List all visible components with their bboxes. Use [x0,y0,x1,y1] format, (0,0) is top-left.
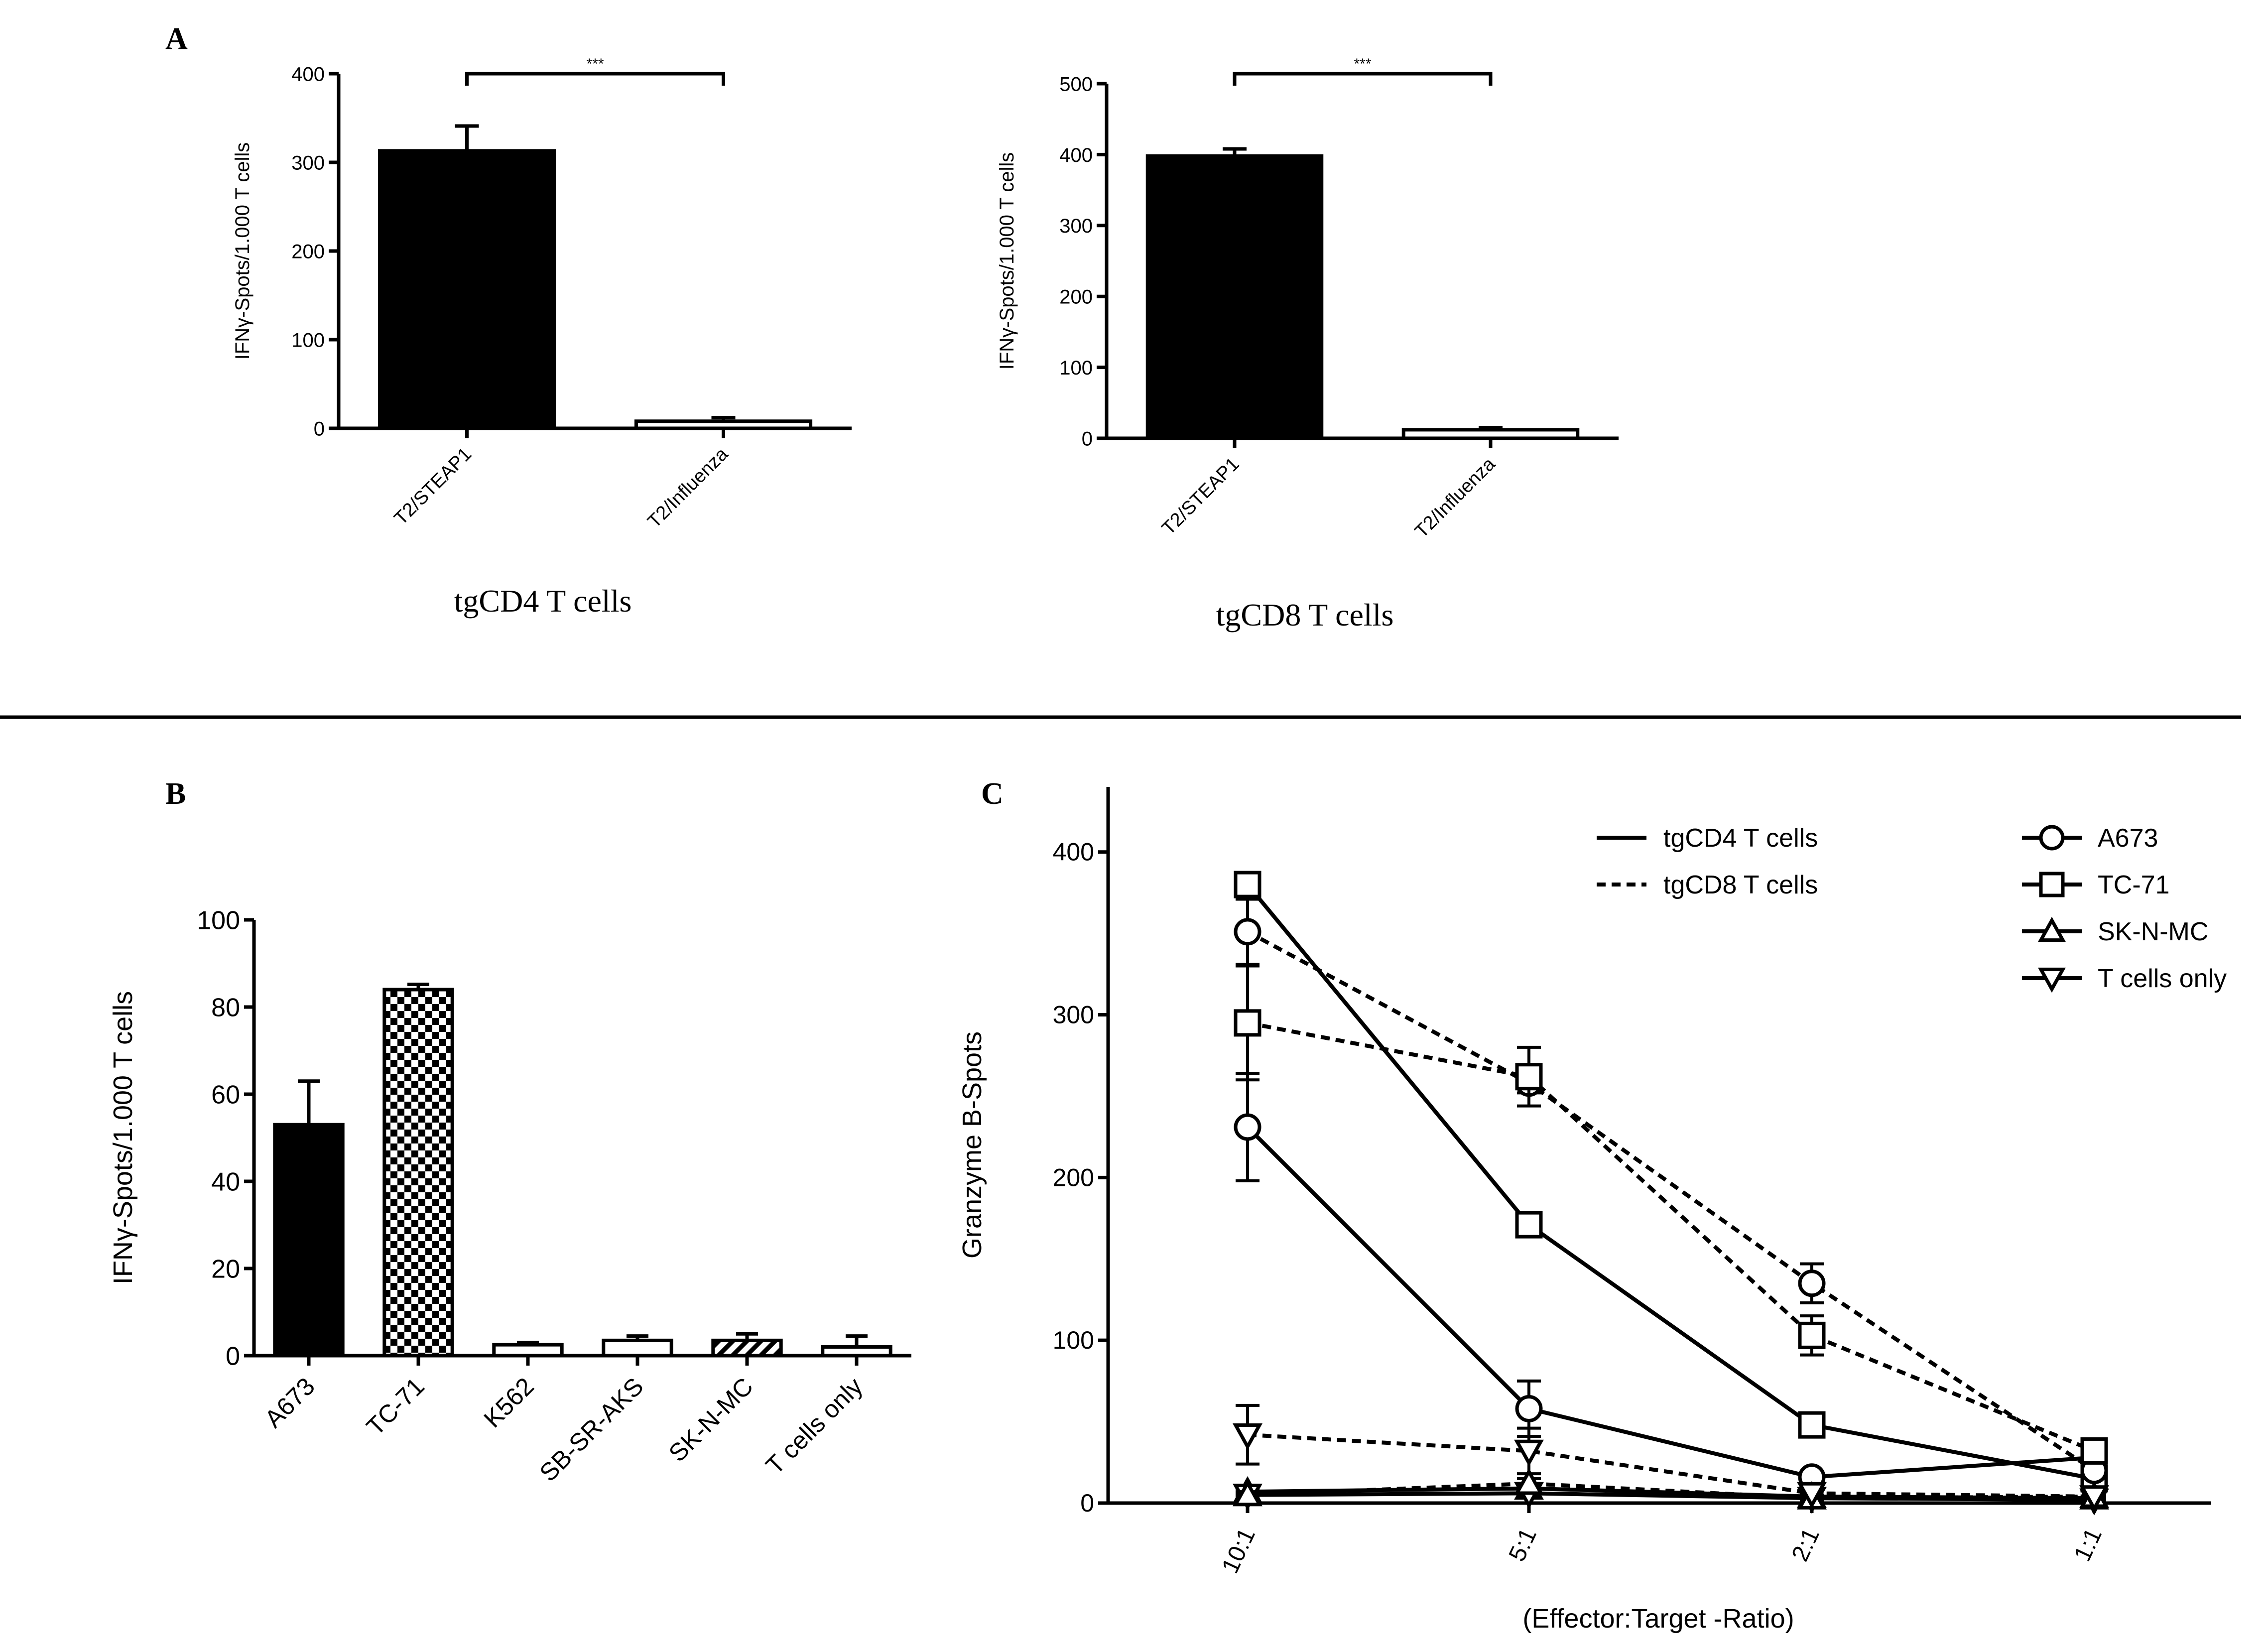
x-category-label: T2/Influenza [644,443,733,532]
bar-sk-n-mc [711,1338,783,1358]
point-tc-71-tgcd4 [1515,1211,1543,1239]
legend-marker-label: A673 [2098,824,2158,853]
bar-t2-steap1 [1145,154,1324,440]
x-category-label: T2/STEAP1 [390,444,476,529]
point-t-cells-only-tgcd8 [1797,1482,1827,1509]
chart-a-tgcd4: 0 100 200 300 400 T2/STEAP1 T2/Influenza IFNγ-S… [232,56,852,619]
y-axis-title: Granzyme B-Spots [957,1031,987,1259]
x-category-label: K562 [479,1372,539,1433]
y-tick-label: 40 [211,1168,240,1197]
significance-bracket [1233,72,1493,86]
bar-a673 [273,1123,345,1358]
point-sk-n-mc-tgcd8 [1514,1468,1544,1495]
point-a673-tgcd8 [1798,1269,1826,1297]
y-tick-label: 400 [1059,144,1093,166]
bar-t2-influenza [1401,428,1580,440]
y-tick-label: 0 [1080,1489,1094,1517]
series-line-sk-n-mc-tgcd8 [1247,1481,2095,1501]
y-axis-title: IFNγ-Spots/1.000 T cells [232,142,253,360]
y-tick-label: 300 [1059,215,1093,237]
x-category-label: T2/Influenza [1411,453,1500,542]
point-sk-n-mc-tgcd8 [1233,1479,1262,1507]
point-tc-71-tgcd8 [2080,1437,2108,1465]
point-tc-71-tgcd8 [1234,1009,1261,1037]
y-tick-label: 200 [291,241,325,262]
y-tick-label: 20 [211,1255,240,1284]
series-line-a673-tgcd8 [1247,930,2096,1472]
y-tick-label: 300 [291,152,325,174]
x-category-label: 1:1 [2069,1524,2107,1565]
y-tick-label: 0 [1082,428,1093,450]
legend-marker-triangle-down [2038,967,2066,993]
x-category-label: 10:1 [1217,1524,1260,1577]
y-tick-label: 200 [1053,1163,1094,1191]
bar-t2-steap1 [378,149,556,430]
x-category-label: SB-SR-AKS [534,1372,649,1487]
chart-a-tgcd8: 0 100 200 300 400 500 T2/STEAP1 T2/Influenza IFN… [996,56,1619,633]
x-axis-title: tgCD8 T cells [1216,597,1394,633]
legend-marker-square [2039,872,2065,897]
legend-marker-label: T cells only [2098,964,2227,993]
y-tick-label: 100 [1059,357,1093,379]
panel-label-a: A [165,22,188,56]
x-category-label: T2/STEAP1 [1158,454,1244,539]
bar-k562 [492,1343,564,1358]
point-tc-71-tgcd4 [1798,1411,1826,1439]
series-line-tc-71-tgcd4 [1246,883,2095,1481]
y-tick-label: 300 [1053,1001,1094,1029]
legend-line-label: tgCD8 T cells [1663,871,1818,899]
x-axis-title: tgCD4 T cells [454,583,632,619]
y-tick-label: 0 [226,1342,240,1371]
x-category-label: SK-N-MC [663,1372,758,1467]
point-t-cells-only-tgcd8 [2079,1485,2109,1513]
y-tick-label: 100 [291,329,325,351]
series-line-t-cells-only-tgcd8 [1247,1432,2095,1499]
chart-c-granzyme: 0 100 200 300 400 10:1 5:1 2:1 1:1 Granzyme B-Spo… [957,787,2227,1634]
series-line-tc-71-tgcd8 [1247,1020,2095,1453]
significance-label: *** [586,56,604,72]
y-tick-label: 100 [1053,1326,1094,1354]
y-tick-label: 400 [291,63,325,85]
bar-tc-71 [382,988,454,1358]
x-category-label: T cells only [760,1372,868,1480]
y-axis-title: IFNγ-Spots/1.000 T cells [108,991,138,1284]
point-a673-tgcd8 [1234,918,1261,946]
y-tick-label: 0 [314,418,325,440]
x-category-label: 2:1 [1787,1524,1825,1565]
bar-t2-influenza [634,419,813,430]
y-tick-label: 60 [211,1081,240,1110]
panel-label-c: C [981,777,1004,811]
x-axis-title: (Effector:Target -Ratio) [1522,1604,1794,1634]
bar-t-cells-only [821,1345,892,1358]
legend-marker-label: TC-71 [2098,871,2169,899]
bar-sb-sr-aks [602,1338,673,1358]
x-category-label: A673 [259,1372,320,1433]
legend-marker-label: SK-N-MC [2098,917,2208,946]
point-a673-tgcd4 [1234,1113,1261,1141]
legend-marker-triangle-up [2038,916,2066,942]
y-tick-label: 80 [211,994,240,1022]
point-tc-71-tgcd8 [1798,1321,1826,1349]
legend-line-label: tgCD4 T cells [1663,824,1818,853]
y-tick-label: 100 [197,906,240,935]
x-category-label: TC-71 [361,1372,430,1441]
point-t-cells-only-tgcd8 [1514,1439,1544,1467]
y-tick-label: 500 [1059,73,1093,95]
significance-label: *** [1354,56,1371,72]
significance-bracket [465,72,725,86]
panel-label-b: B [165,777,186,811]
point-tc-71-tgcd8 [1515,1063,1543,1091]
y-tick-label: 400 [1053,838,1094,866]
legend-marker-circle [2039,825,2065,851]
y-axis-title: IFNγ-Spots/1.000 T cells [996,152,1018,370]
x-category-label: 5:1 [1504,1524,1542,1565]
y-tick-label: 200 [1059,286,1093,308]
point-t-cells-only-tgcd8 [1233,1423,1262,1450]
point-tc-71-tgcd4 [1234,871,1261,898]
point-a673-tgcd4 [1515,1394,1543,1422]
series-line-a673-tgcd4 [1246,1126,2095,1479]
